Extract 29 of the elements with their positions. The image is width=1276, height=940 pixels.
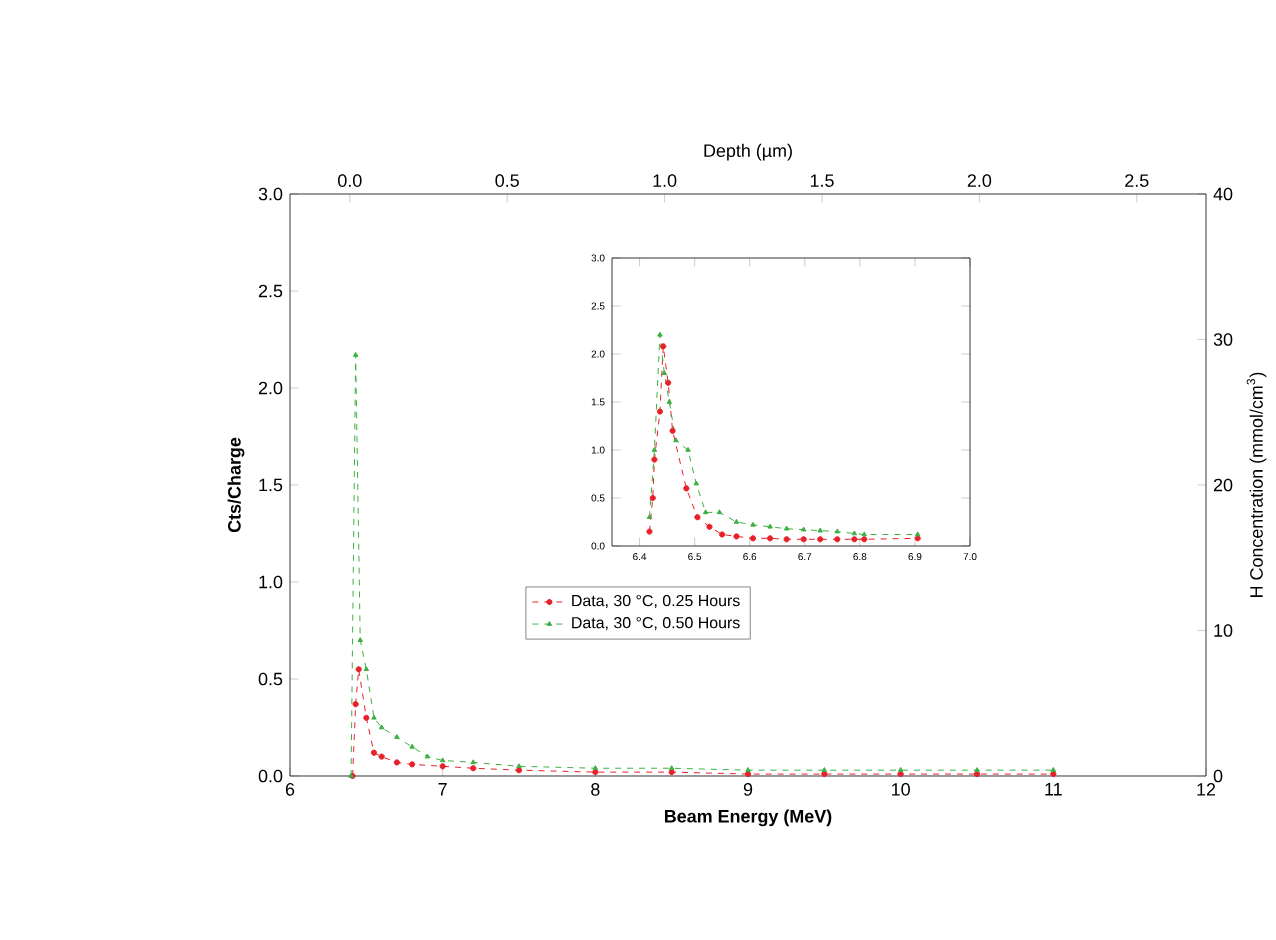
x-tick-label: 7 bbox=[438, 783, 447, 796]
y2-tick-label: 10 bbox=[1214, 624, 1233, 637]
y2-tick-label: 0 bbox=[1213, 769, 1223, 783]
x-tick-label: 12 bbox=[1197, 783, 1216, 796]
y2-tick-label: 40 bbox=[1213, 187, 1233, 201]
y-tick-label: 3.0 bbox=[258, 187, 283, 201]
y-tick-label: 1.5 bbox=[259, 478, 283, 492]
x-tick-label: 11 bbox=[1045, 783, 1062, 796]
y-axis-title: Cts/Charge bbox=[227, 437, 245, 533]
x-tick-label: 6 bbox=[285, 783, 295, 796]
y-tick-label: 0.5 bbox=[258, 672, 283, 686]
x2-tick-label: 0.0 bbox=[338, 174, 362, 187]
x2-axis-title: Depth (µm) bbox=[704, 143, 792, 161]
x2-tick-label: 2.0 bbox=[967, 174, 992, 187]
y-tick-label: 2.0 bbox=[258, 381, 283, 395]
x-axis-title: Beam Energy (MeV) bbox=[664, 809, 832, 827]
y2-axis-title: H Concentration (mmol/cm$^{3}$) bbox=[1246, 372, 1267, 597]
x-tick-label: 9 bbox=[743, 783, 753, 796]
x2-tick-label: 1.0 bbox=[653, 174, 677, 187]
x2-tick-label: 2.5 bbox=[1125, 174, 1149, 187]
y2-tick-label: 30 bbox=[1213, 333, 1233, 346]
y-tick-label: 1.0 bbox=[259, 575, 283, 589]
x2-tick-label: 0.5 bbox=[495, 174, 519, 187]
x-tick-label: 8 bbox=[591, 783, 600, 796]
x-tick-label: 10 bbox=[892, 783, 910, 796]
y2-tick-label: 20 bbox=[1213, 478, 1233, 492]
x2-tick-label: 1.5 bbox=[810, 174, 834, 187]
y-tick-label: 2.5 bbox=[258, 284, 283, 298]
y-tick-label: 0.0 bbox=[258, 769, 283, 783]
